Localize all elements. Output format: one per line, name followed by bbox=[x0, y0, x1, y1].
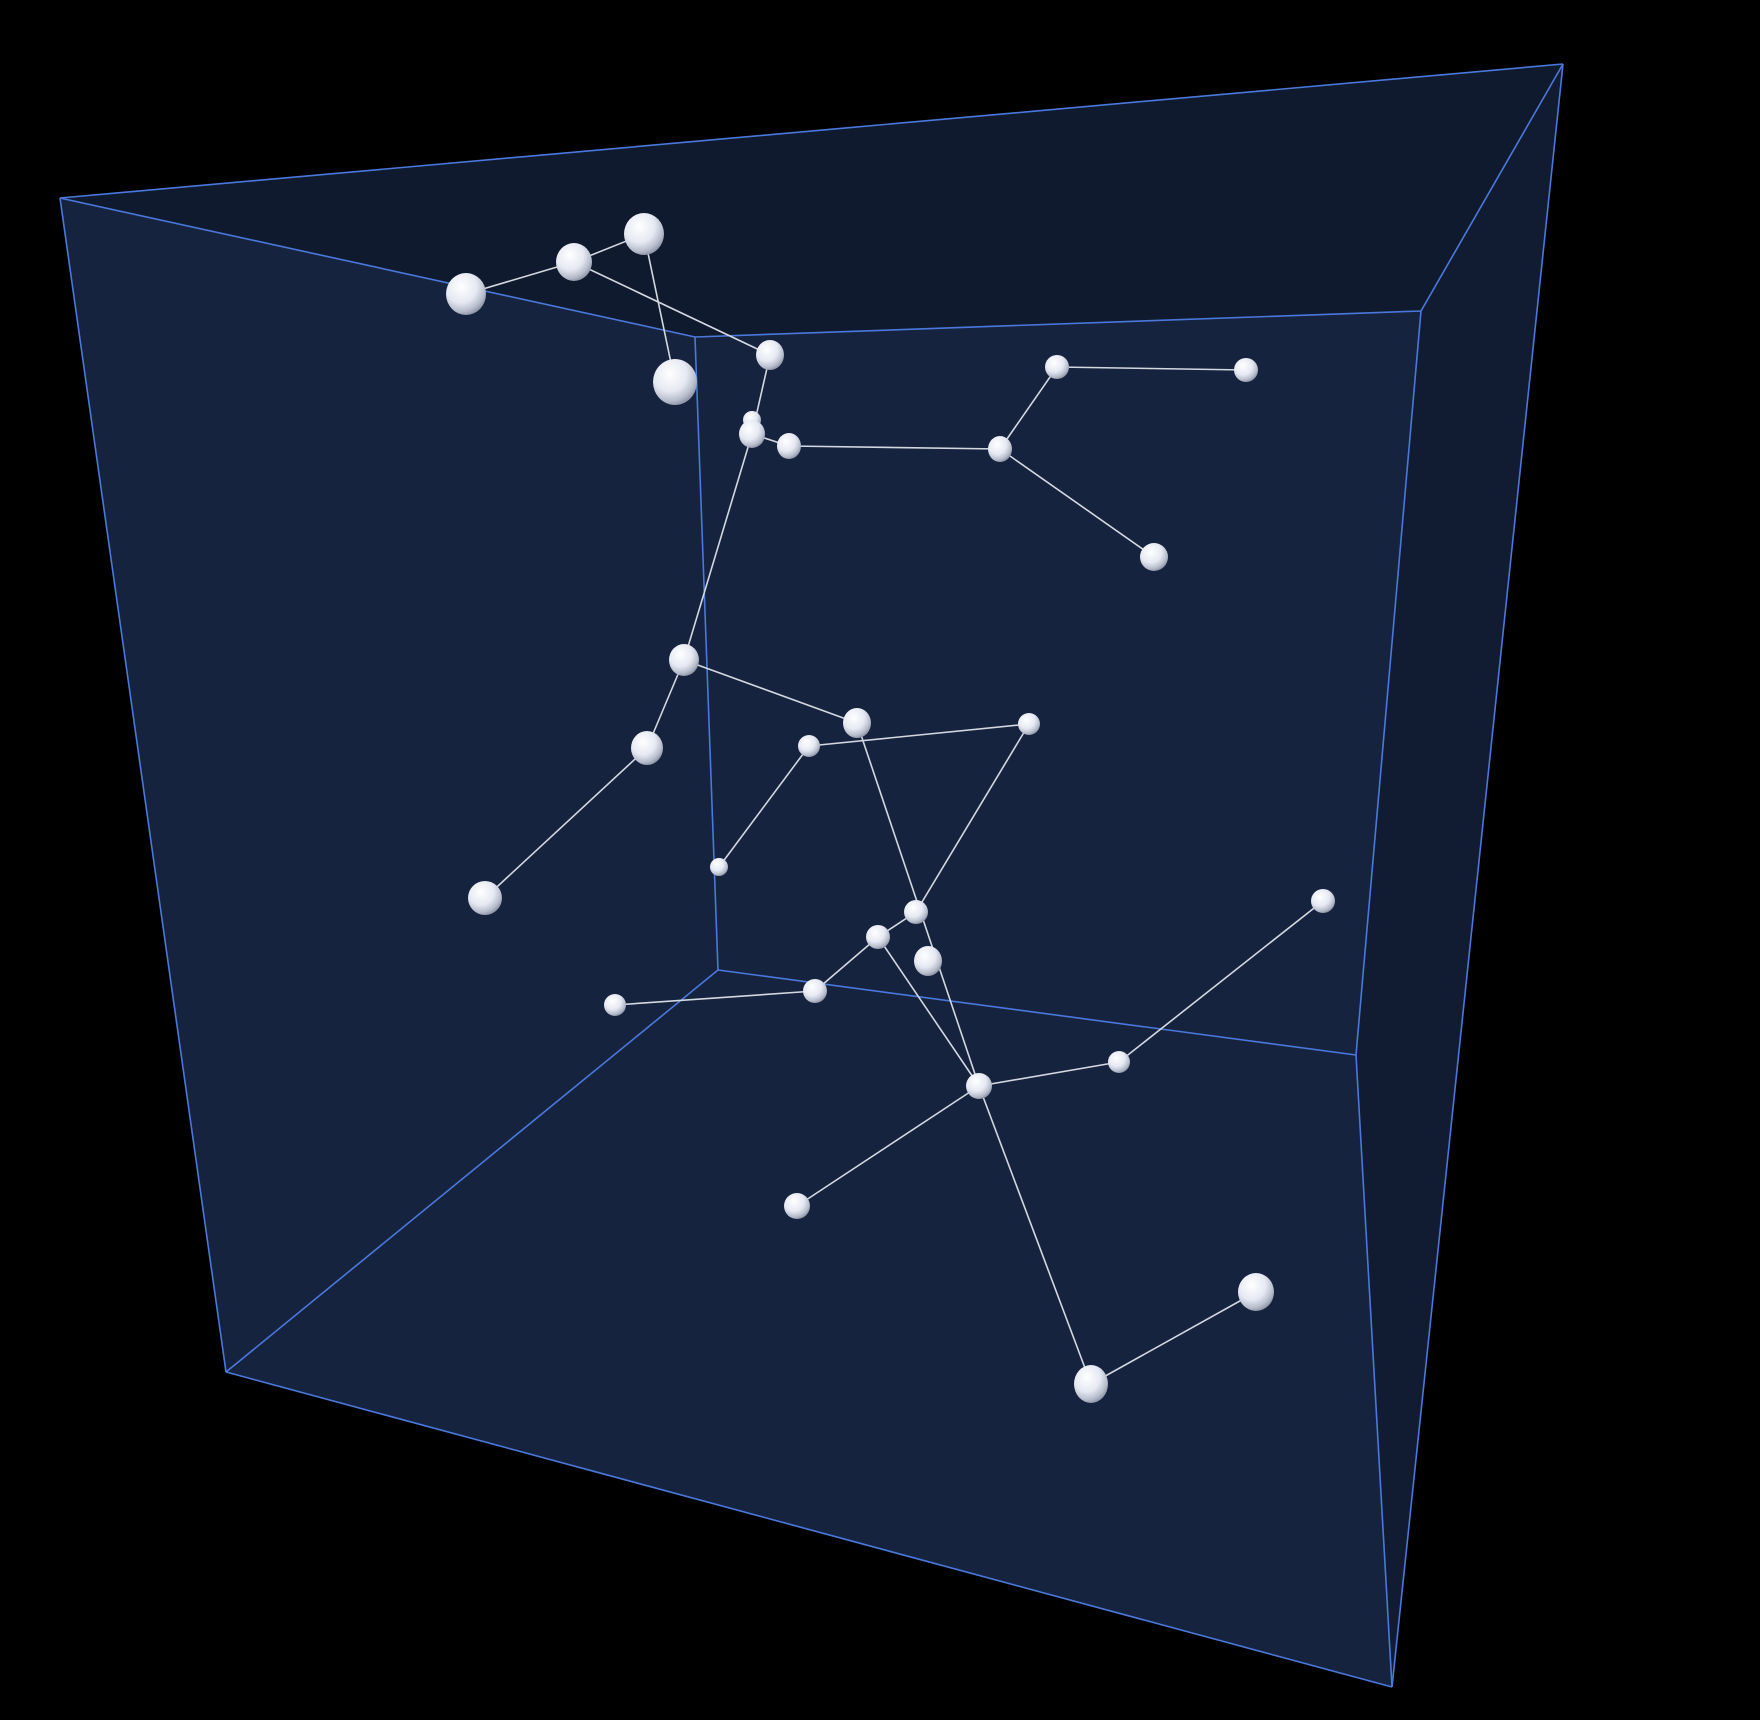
box-edge bbox=[1420, 63, 1564, 312]
graph-node[interactable] bbox=[1238, 1273, 1274, 1311]
graph-link bbox=[999, 448, 1155, 558]
box-edge bbox=[694, 310, 1422, 338]
graph-node[interactable] bbox=[966, 1073, 992, 1099]
graph-node[interactable] bbox=[446, 273, 486, 315]
graph-node[interactable] bbox=[1311, 889, 1335, 913]
graph-node[interactable] bbox=[1074, 1365, 1108, 1403]
graph-link bbox=[683, 433, 753, 661]
graph-node[interactable] bbox=[669, 644, 699, 676]
box-edge bbox=[59, 197, 227, 1373]
graph-link bbox=[978, 1085, 1092, 1385]
graph-link bbox=[999, 366, 1058, 450]
box-edge bbox=[59, 197, 696, 338]
graph-node[interactable] bbox=[1018, 713, 1040, 735]
graph-node[interactable] bbox=[653, 359, 697, 405]
box-edge bbox=[1355, 310, 1422, 1056]
box-face-left bbox=[60, 198, 718, 1372]
graph-link bbox=[484, 747, 648, 899]
graph-node[interactable] bbox=[1234, 358, 1258, 382]
graph-link bbox=[1056, 366, 1247, 371]
graph-link bbox=[614, 990, 816, 1006]
box-edge bbox=[1391, 63, 1564, 1688]
graph-node[interactable] bbox=[988, 436, 1012, 462]
graph-node[interactable] bbox=[798, 735, 820, 757]
graph-link bbox=[788, 445, 1001, 450]
graph-node[interactable] bbox=[556, 243, 592, 281]
graph-node[interactable] bbox=[468, 881, 502, 915]
graph-link bbox=[1118, 900, 1324, 1063]
graph-link bbox=[683, 659, 858, 724]
box-face-back bbox=[695, 311, 1421, 1055]
box-face-bottom bbox=[226, 970, 1392, 1687]
graph-link bbox=[877, 936, 980, 1087]
graph-node[interactable] bbox=[1045, 355, 1069, 379]
graph-node[interactable] bbox=[604, 994, 626, 1016]
graph-link bbox=[978, 1061, 1120, 1087]
graph-node[interactable] bbox=[631, 731, 663, 765]
graph-node[interactable] bbox=[904, 900, 928, 924]
graph-node[interactable] bbox=[710, 858, 728, 876]
graph-node[interactable] bbox=[1108, 1051, 1130, 1073]
graph-link bbox=[643, 233, 676, 383]
box-edge bbox=[225, 969, 719, 1373]
graph-link bbox=[814, 936, 879, 992]
graph-node[interactable] bbox=[624, 213, 664, 255]
box-edge bbox=[1355, 1054, 1393, 1688]
graph-node[interactable] bbox=[1140, 543, 1168, 571]
box-edge bbox=[225, 1371, 1393, 1688]
graph-link bbox=[1090, 1291, 1257, 1385]
graph-link bbox=[915, 723, 1030, 913]
graph-link bbox=[808, 723, 1030, 747]
graph-link bbox=[718, 745, 810, 868]
box-face-top bbox=[60, 64, 1563, 337]
graph-node[interactable] bbox=[866, 925, 890, 949]
graph-link bbox=[573, 261, 771, 356]
graph-node[interactable] bbox=[784, 1193, 810, 1219]
graph-node[interactable] bbox=[914, 946, 942, 976]
box-edge bbox=[59, 63, 1564, 199]
graph-node[interactable] bbox=[739, 420, 765, 448]
graph-node[interactable] bbox=[843, 708, 871, 738]
graph-node[interactable] bbox=[803, 979, 827, 1003]
graph-link bbox=[796, 1085, 980, 1207]
graph-node[interactable] bbox=[777, 433, 801, 459]
bounding-box bbox=[59, 63, 1564, 1688]
graph-nodes bbox=[446, 213, 1335, 1403]
graph-node[interactable] bbox=[756, 340, 784, 370]
